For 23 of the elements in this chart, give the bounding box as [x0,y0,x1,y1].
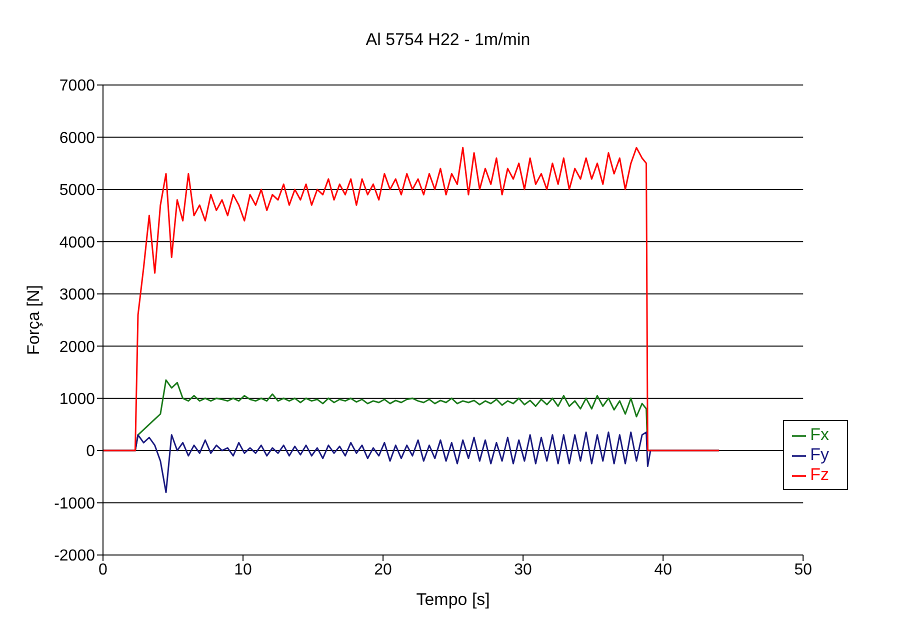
y-tick-label: 5000 [59,182,96,200]
y-axis-title: Força [N] [24,285,44,355]
x-tick-label: 20 [374,561,392,578]
y-tick-label: 0 [86,443,96,460]
chart-title: Al 5754 H22 - 1m/min [364,29,532,51]
x-axis-title: Tempo [s] [416,590,490,609]
y-tick-label: 3000 [59,286,96,304]
x-tick-label: 40 [654,561,672,578]
x-tick-label: 30 [514,561,532,578]
legend-label: Fy [810,445,829,464]
y-tick-label: 7000 [59,78,96,95]
x-tick-label: 10 [234,561,252,578]
legend-label: Fx [810,425,829,444]
y-tick-label: -2000 [54,548,96,565]
y-tick-label: 2000 [59,338,96,356]
y-tick-label: -1000 [54,495,96,512]
line-series [103,146,720,452]
legend-label: Fz [810,465,829,484]
y-tick-label: 1000 [59,391,96,408]
x-tick-label: 0 [98,561,108,578]
y-tick-label: 6000 [59,130,96,147]
y-tick-label: 4000 [59,234,96,252]
x-tick-label: 50 [794,561,812,578]
